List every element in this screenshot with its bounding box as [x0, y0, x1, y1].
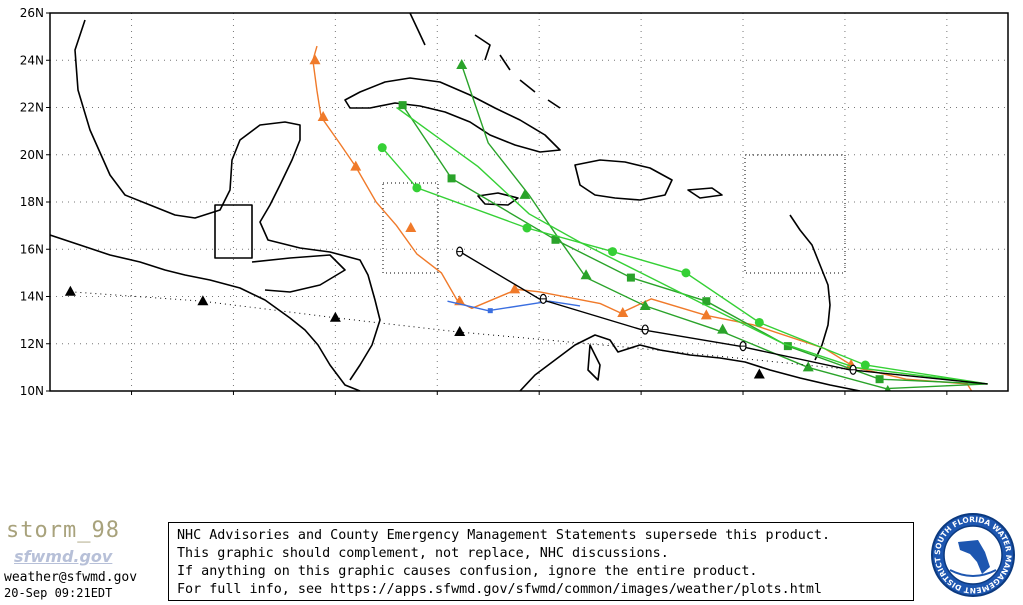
lat-tick-label: 14N [20, 290, 44, 304]
disclaimer-line: This graphic should complement, not repl… [177, 546, 669, 561]
coastline-south-america [519, 334, 861, 391]
coastline-cuba [344, 77, 561, 153]
track-marker-circle [754, 317, 764, 327]
track-marker-triangle [519, 188, 531, 199]
lat-tick-label: 18N [20, 195, 44, 209]
track-marker-triangle [700, 309, 712, 320]
lat-tick-label: 10N [20, 384, 44, 398]
lon-tick-label: 75W [526, 398, 553, 400]
track-marker-square [487, 308, 493, 314]
track-marker-square [398, 101, 407, 110]
lon-tick-label: 70W [628, 398, 655, 400]
island-arc [789, 214, 831, 361]
lon-tick-label: 65W [729, 398, 756, 400]
lat-tick-label: 16N [20, 242, 44, 256]
track-marker-triangle [717, 323, 729, 334]
storm-name: storm_98 [6, 518, 120, 543]
track-marker-triangle [309, 54, 321, 65]
lon-tick-label: 90W [220, 398, 247, 400]
coastline-florida [409, 13, 426, 46]
lon-tick-label: 85W [322, 398, 349, 400]
track-marker-triangle [509, 283, 521, 294]
border-guatemala [214, 204, 253, 259]
lon-tick-label: 80W [424, 398, 451, 400]
track-marker-circle [681, 268, 691, 278]
track-marker-square [783, 342, 792, 351]
storm-track-line [396, 106, 988, 385]
track-marker-triangle [617, 307, 629, 318]
track-marker-triangle [639, 299, 651, 310]
coastline-gulf-mexico [74, 19, 381, 381]
storm-track-line [461, 64, 988, 390]
track-marker-circle [522, 223, 532, 233]
lon-tick-label: 95W [118, 398, 145, 400]
coastline-mexico [50, 234, 361, 391]
track-marker-circle [608, 247, 618, 257]
coastline-jamaica [477, 192, 519, 206]
lat-tick-label: 20N [20, 148, 44, 162]
storm-tracks [64, 45, 988, 391]
track-marker-triangle [350, 160, 362, 171]
border-honduras [251, 254, 346, 293]
storm-track-map: 10N 12N 14N 16N 18N 20N 22N 24N 26N 95W 90W 85W 80W 7… [20, 6, 1009, 400]
disclaimer-line: NHC Advisories and County Emergency Mana… [177, 528, 831, 543]
lat-tick-label: 26N [20, 6, 44, 20]
lat-tick-label: 24N [20, 53, 44, 67]
track-marker-triangle [884, 385, 892, 391]
storm-track-line [402, 104, 988, 385]
track-marker-square [875, 375, 884, 384]
lat-tick-label: 12N [20, 337, 44, 351]
coastline-puerto-rico [687, 187, 723, 199]
lon-tick-label: 60W [831, 398, 858, 400]
storm-track-line [312, 45, 973, 391]
timestamp: 20-Sep 09:21EDT [4, 586, 113, 600]
track-marker-square [551, 235, 560, 244]
track-marker-triangle [753, 368, 765, 379]
island-bahamas [474, 34, 561, 109]
contact-email: weather@sfwmd.gov [4, 570, 138, 585]
disclaimer-line: If anything on this graphic causes confu… [177, 564, 758, 579]
lat-tick-label: 22N [20, 101, 44, 115]
storm-track-line [381, 147, 988, 385]
axis-ticks: 10N 12N 14N 16N 18N 20N 22N 24N 26N 95W 90W 85W 80W 7… [20, 6, 961, 400]
track-marker-circle [377, 143, 387, 153]
track-marker-square [626, 273, 635, 282]
sfwmd-seal-icon: SOUTH FLORIDA WATER MANAGEMENT DISTRICT [931, 513, 1015, 597]
map-frame [49, 12, 1009, 392]
track-marker-triangle [580, 269, 592, 280]
track-marker-square [702, 297, 711, 306]
track-marker-triangle [197, 295, 209, 306]
track-marker-triangle [329, 311, 341, 322]
track-marker-circle [412, 183, 422, 193]
track-marker-triangle [456, 58, 468, 69]
dotted-box-west [382, 182, 439, 274]
coastline-venezuela-lake [587, 344, 601, 381]
lat-lon-grid [50, 13, 1008, 391]
site-logo: sfwmd.gov [14, 547, 113, 566]
storm-track-line [447, 300, 581, 312]
coastlines [50, 13, 861, 391]
disclaimer-box: NHC Advisories and County Emergency Mana… [168, 522, 914, 601]
track-marker-circle [860, 360, 870, 370]
track-marker-triangle [317, 110, 329, 121]
track-marker-square [447, 174, 456, 183]
coastline-hispaniola [574, 159, 673, 201]
track-marker-triangle [405, 221, 417, 232]
track-marker-triangle [454, 325, 466, 336]
dotted-box-east [744, 154, 846, 274]
lon-tick-label: 55W [933, 398, 960, 400]
track-marker-triangle [64, 285, 76, 296]
disclaimer-line: For full info, see https://apps.sfwmd.go… [177, 582, 822, 597]
track-marker-triangle [802, 361, 814, 372]
